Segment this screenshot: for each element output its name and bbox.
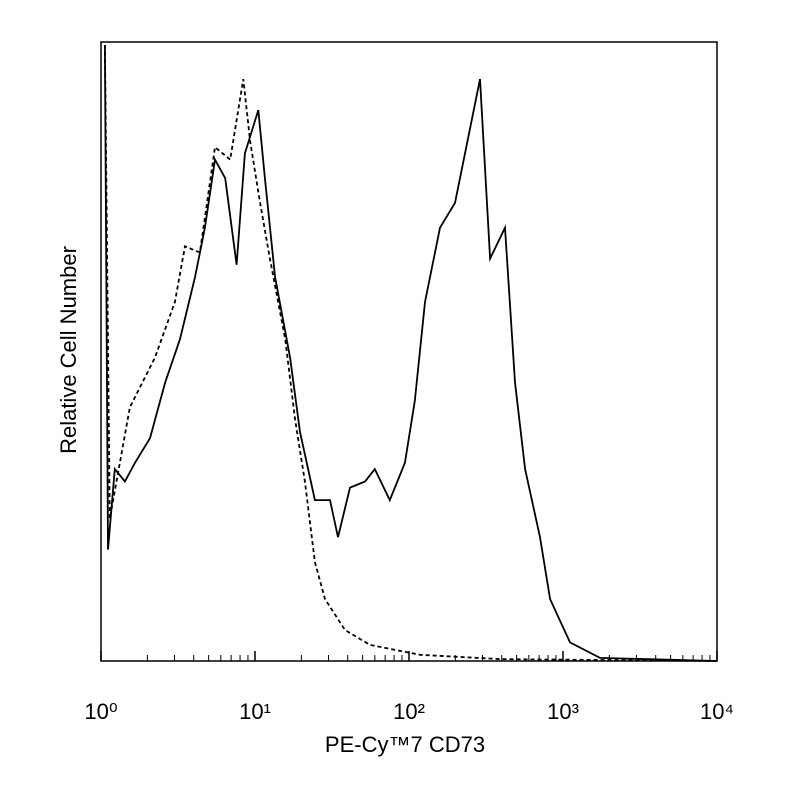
- x-tick-label: 10²: [393, 699, 425, 724]
- plot-frame: [100, 41, 718, 662]
- x-tick-label: 10⁴: [700, 699, 734, 724]
- x-tick-label: 10³: [547, 699, 579, 724]
- x-axis-label: PE-Cy™7 CD73: [325, 732, 485, 757]
- y-axis-label: Relative Cell Number: [56, 246, 81, 454]
- x-tick-label: 10⁰: [84, 699, 117, 724]
- histogram-line: [104, 45, 718, 662]
- x-tick-label: 10¹: [239, 699, 271, 724]
- histogram-line: [104, 45, 718, 662]
